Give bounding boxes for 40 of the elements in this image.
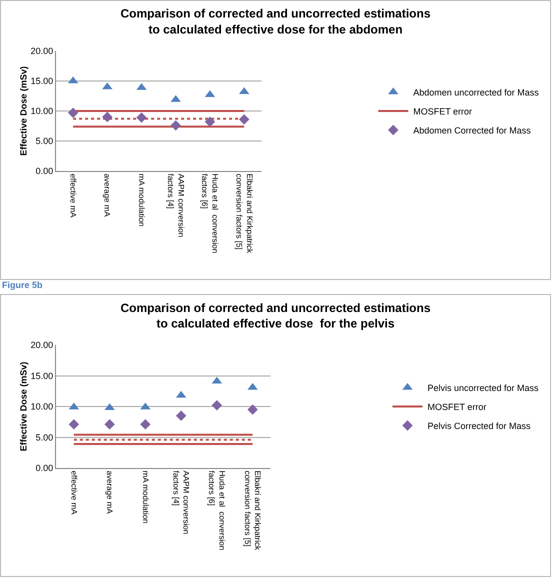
legend-label: Pelvis uncorrected for Mass (428, 383, 540, 394)
y-tick-label: 0.00 (36, 166, 54, 176)
point (140, 419, 151, 430)
chart-title: Comparison of corrected and uncorrected estimations to calculated effective dose for the pelvis (120, 300, 431, 330)
x-tick-label: mA modulation (136, 174, 146, 227)
y-tick-label: 15.00 (30, 76, 54, 86)
x-tick-label: effective mA (69, 470, 78, 516)
x-tick-label: Huda et al conversion factors [6] (207, 470, 226, 550)
y-axis-title: Effective Dose (mSv) (18, 66, 29, 156)
point (204, 116, 216, 127)
x-tick-label: average mA (102, 174, 112, 218)
caption: Figure 5b (1, 280, 44, 292)
legend-label: MOSFET error (413, 106, 472, 117)
y-axis-title: Effective Dose (mSv) (18, 362, 29, 452)
point (176, 410, 186, 421)
y-tick-label: 10.00 (30, 402, 54, 412)
point (247, 404, 258, 415)
legend-label: MOSFET error (428, 402, 486, 412)
x-tick-label: average mA (105, 470, 114, 514)
point (170, 120, 181, 131)
point (212, 400, 222, 410)
point (102, 112, 113, 122)
y-tick-label: 10.00 (30, 106, 54, 116)
point (68, 108, 78, 118)
y-tick-label: 15.00 (30, 370, 54, 381)
y-tick-label: 5.00 (36, 432, 54, 442)
point (68, 419, 80, 430)
chart-title: Comparison of corrected and uncorrected estimations to calculated effective dose for the abdomen (120, 6, 431, 36)
x-tick-label: mA modulation (140, 470, 150, 524)
legend-label: Abdomen Corrected for Mass (413, 126, 532, 136)
x-tick-label: effective mA (68, 174, 78, 218)
y-tick-label: 20.00 (30, 46, 54, 56)
point (104, 419, 115, 430)
legend-label: Abdomen uncorrected for Mass (413, 88, 540, 98)
legend-label: Pelvis Corrected for Mass (428, 421, 532, 432)
point (238, 114, 250, 125)
y-tick-label: 5.00 (36, 136, 54, 146)
point (136, 112, 147, 123)
y-tick-label: 0.00 (36, 463, 54, 474)
y-tick-label: 20.00 (30, 340, 54, 350)
